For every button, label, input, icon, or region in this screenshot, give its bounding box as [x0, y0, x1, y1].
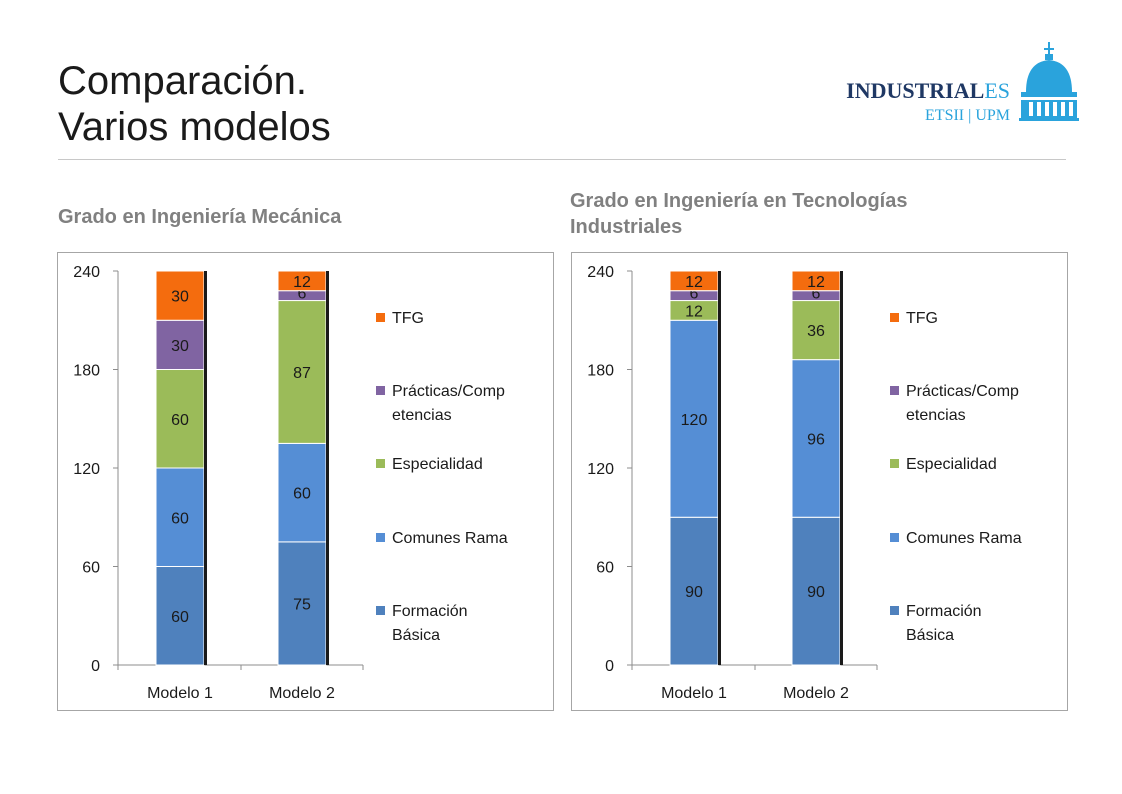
- bar-data-label: 96: [807, 431, 825, 448]
- bar-segment: [277, 541, 327, 666]
- x-tick-label: Modelo 1: [147, 685, 213, 702]
- bar-segment: [791, 359, 841, 518]
- industriales-logo: INDUSTRIALES ETSII | UPM: [846, 42, 1079, 124]
- legend-entry: Formación Básica: [376, 603, 468, 644]
- bar-data-label: 36: [807, 323, 825, 340]
- bar-data-label: 90: [685, 584, 703, 601]
- legend-swatch: [376, 459, 385, 468]
- chart-2-frame: 0 60 120 180 240 Modelo 1 Modelo 2 90 120 12 6 12 90…: [571, 252, 1068, 711]
- bar-data-label: 6: [812, 286, 821, 303]
- y-tick-label: 0: [605, 658, 614, 675]
- bar-segment: [155, 270, 205, 321]
- y-tick-label: 60: [596, 560, 614, 577]
- bar-data-label: 60: [171, 510, 189, 527]
- bar-data-label: 12: [807, 274, 825, 291]
- bar-segment: [791, 516, 841, 666]
- page-title: Comparación. Varios modelos: [58, 58, 331, 150]
- legend-entry: Especialidad: [890, 456, 997, 473]
- bar-segment: [155, 369, 205, 469]
- bar-shadow: [204, 271, 207, 665]
- bar-data-label: 120: [681, 412, 708, 429]
- x-tick-label: Modelo 2: [269, 685, 335, 702]
- legend-label: Prácticas/Comp: [392, 383, 505, 400]
- x-tick-label: Modelo 2: [783, 685, 849, 702]
- y-tick-label: 240: [73, 264, 100, 281]
- bar-data-label: 30: [171, 338, 189, 355]
- bar-data-label: 75: [293, 596, 311, 613]
- bar-shadow: [326, 271, 329, 665]
- bar-data-label: 60: [171, 412, 189, 429]
- legend-label: TFG: [906, 310, 938, 327]
- x-tick-label: Modelo 1: [661, 685, 727, 702]
- y-tick-label: 0: [91, 658, 100, 675]
- legend-entry: Prácticas/Comp etencias: [376, 383, 505, 424]
- legend-swatch: [890, 386, 899, 395]
- bar-data-label: 6: [298, 286, 307, 303]
- legend-swatch: [376, 313, 385, 322]
- y-tick-label: 240: [587, 264, 614, 281]
- bar-data-label: 60: [171, 609, 189, 626]
- legend-swatch: [376, 386, 385, 395]
- legend-entry: Prácticas/Comp etencias: [890, 383, 1019, 424]
- y-tick-label: 120: [587, 461, 614, 478]
- legend-label: Prácticas/Comp: [906, 383, 1019, 400]
- bar-data-label: 87: [293, 365, 311, 382]
- legend-label: Básica: [392, 627, 440, 644]
- legend-label: etencias: [906, 407, 966, 424]
- bar-shadow: [840, 271, 843, 665]
- bar-segment: [155, 566, 205, 666]
- y-tick-label: 60: [82, 560, 100, 577]
- chart-1-plot: 0 60 120 180 240 Modelo 1 Modelo 2 60 60 60 30 30 75…: [73, 264, 508, 702]
- legend-label: etencias: [392, 407, 452, 424]
- legend-entry: TFG: [890, 310, 938, 327]
- chart-1-subtitle: Grado en Ingeniería Mecánica: [58, 206, 342, 228]
- logo-wordmark: INDUSTRIALES: [846, 78, 1010, 103]
- y-tick-label: 120: [73, 461, 100, 478]
- logo-subtitle: ETSII | UPM: [925, 107, 1010, 124]
- bar-data-label: 30: [171, 289, 189, 306]
- legend-label: Formación: [392, 603, 468, 620]
- page-title-line-1: Comparación.: [58, 59, 308, 103]
- legend-entry: Formación Básica: [890, 603, 982, 644]
- legend-label: Comunes Rama: [392, 530, 508, 547]
- legend-swatch: [376, 606, 385, 615]
- legend-swatch: [890, 459, 899, 468]
- bar-shadow: [718, 271, 721, 665]
- bar-data-label: 12: [293, 274, 311, 291]
- legend-label: Formación: [906, 603, 982, 620]
- legend-label: Especialidad: [392, 456, 483, 473]
- chart-1-frame: 0 60 120 180 240 Modelo 1 Modelo 2 60 60 60 30 30 75…: [57, 252, 554, 711]
- y-tick-label: 180: [73, 363, 100, 380]
- bar-data-label: 12: [685, 274, 703, 291]
- bar-data-label: 90: [807, 584, 825, 601]
- legend-label: Comunes Rama: [906, 530, 1022, 547]
- legend-label: Especialidad: [906, 456, 997, 473]
- legend-label: TFG: [392, 310, 424, 327]
- bar-segment: [277, 300, 327, 444]
- bar-data-label: 6: [690, 286, 699, 303]
- bar-data-label: 12: [685, 303, 703, 320]
- legend-swatch: [890, 533, 899, 542]
- y-tick-label: 180: [587, 363, 614, 380]
- legend-swatch: [890, 313, 899, 322]
- legend-label: Básica: [906, 627, 954, 644]
- legend-swatch: [376, 533, 385, 542]
- legend-swatch: [890, 606, 899, 615]
- legend-entry: TFG: [376, 310, 424, 327]
- title-divider: [58, 159, 1066, 160]
- legend-entry: Comunes Rama: [376, 530, 508, 547]
- bar-segment: [155, 319, 205, 370]
- bar-data-label: 60: [293, 486, 311, 503]
- chart-2-subtitle: Grado en Ingeniería en Tecnologías Indus…: [570, 190, 908, 238]
- legend-entry: Especialidad: [376, 456, 483, 473]
- page-title-line-2: Varios modelos: [58, 105, 331, 149]
- legend-entry: Comunes Rama: [890, 530, 1022, 547]
